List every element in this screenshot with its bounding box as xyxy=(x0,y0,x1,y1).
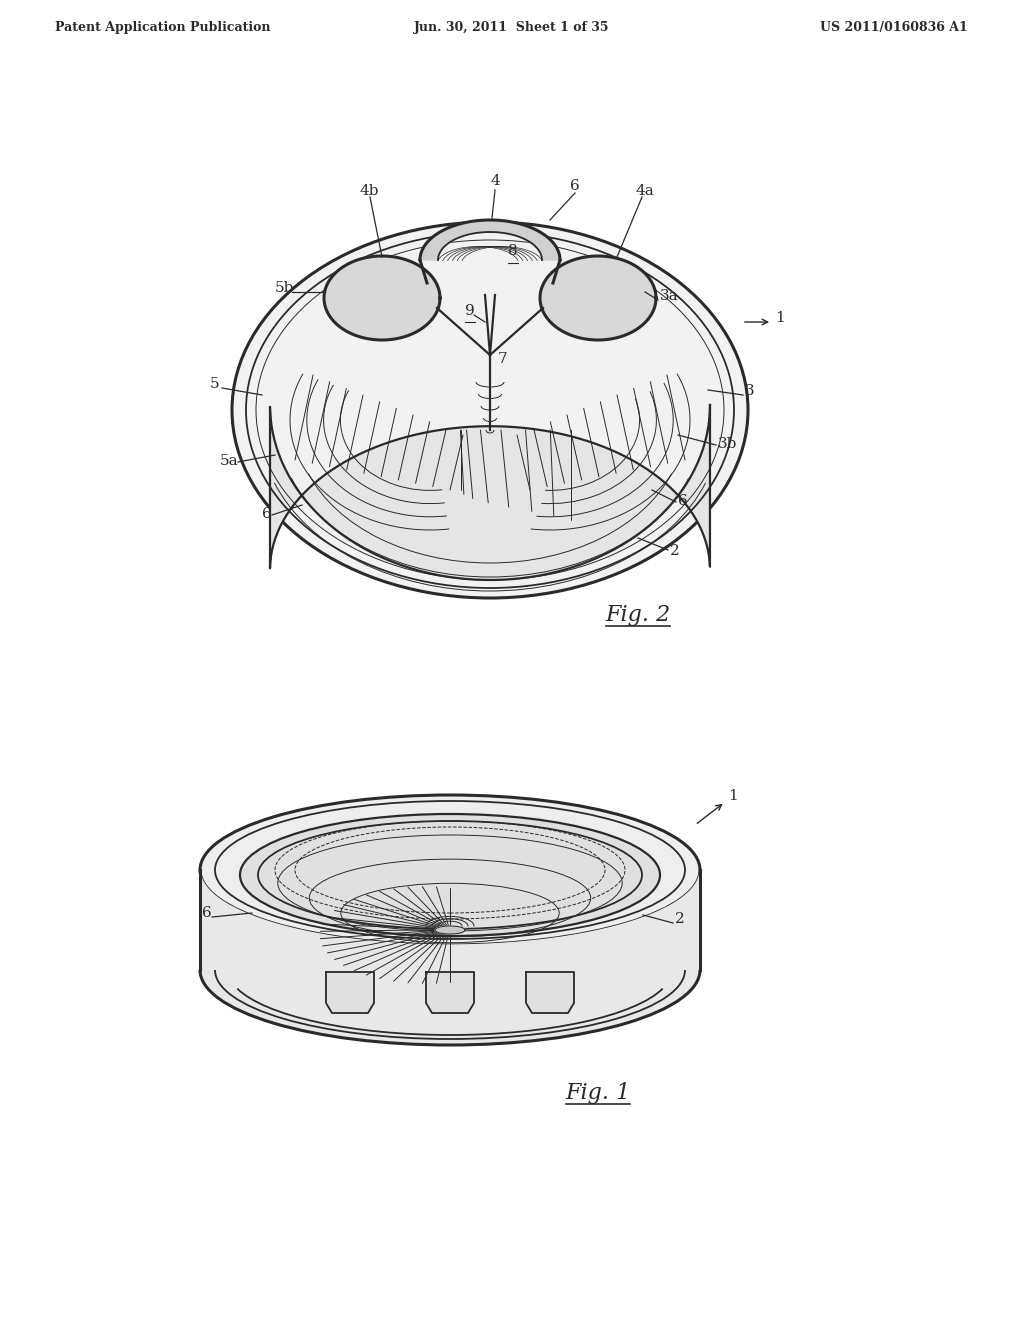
Polygon shape xyxy=(435,927,465,935)
Text: 3a: 3a xyxy=(660,289,679,304)
Text: Jun. 30, 2011  Sheet 1 of 35: Jun. 30, 2011 Sheet 1 of 35 xyxy=(415,21,609,34)
Polygon shape xyxy=(326,972,374,1012)
Text: 1: 1 xyxy=(775,312,784,325)
Text: 9: 9 xyxy=(465,304,475,318)
Text: 5a: 5a xyxy=(220,454,239,469)
Ellipse shape xyxy=(232,222,748,598)
Text: 2: 2 xyxy=(670,544,680,558)
Text: 5: 5 xyxy=(210,378,219,391)
Polygon shape xyxy=(526,972,574,1012)
Text: 7: 7 xyxy=(498,352,508,366)
Text: 8: 8 xyxy=(508,244,517,257)
Text: US 2011/0160836 A1: US 2011/0160836 A1 xyxy=(820,21,968,34)
Polygon shape xyxy=(420,220,560,260)
Text: 4b: 4b xyxy=(360,183,380,198)
Text: 4: 4 xyxy=(490,174,500,187)
Polygon shape xyxy=(540,256,656,341)
Text: Patent Application Publication: Patent Application Publication xyxy=(55,21,270,34)
Polygon shape xyxy=(200,870,700,1045)
Text: Fig. 1: Fig. 1 xyxy=(565,1082,631,1104)
Text: 4a: 4a xyxy=(635,183,653,198)
Text: 6: 6 xyxy=(202,906,212,920)
Text: 2: 2 xyxy=(675,912,685,927)
Text: 5b: 5b xyxy=(275,281,294,294)
Polygon shape xyxy=(426,972,474,1012)
Polygon shape xyxy=(200,870,700,970)
Text: 6: 6 xyxy=(262,507,271,521)
Text: 6: 6 xyxy=(570,180,580,193)
Polygon shape xyxy=(270,405,710,579)
Text: 1: 1 xyxy=(728,789,737,803)
Text: 3: 3 xyxy=(745,384,755,399)
Ellipse shape xyxy=(200,795,700,945)
Text: Fig. 2: Fig. 2 xyxy=(605,605,671,626)
Polygon shape xyxy=(324,256,440,341)
Text: 6: 6 xyxy=(678,494,688,508)
Text: 3b: 3b xyxy=(718,437,737,451)
Ellipse shape xyxy=(240,814,660,936)
